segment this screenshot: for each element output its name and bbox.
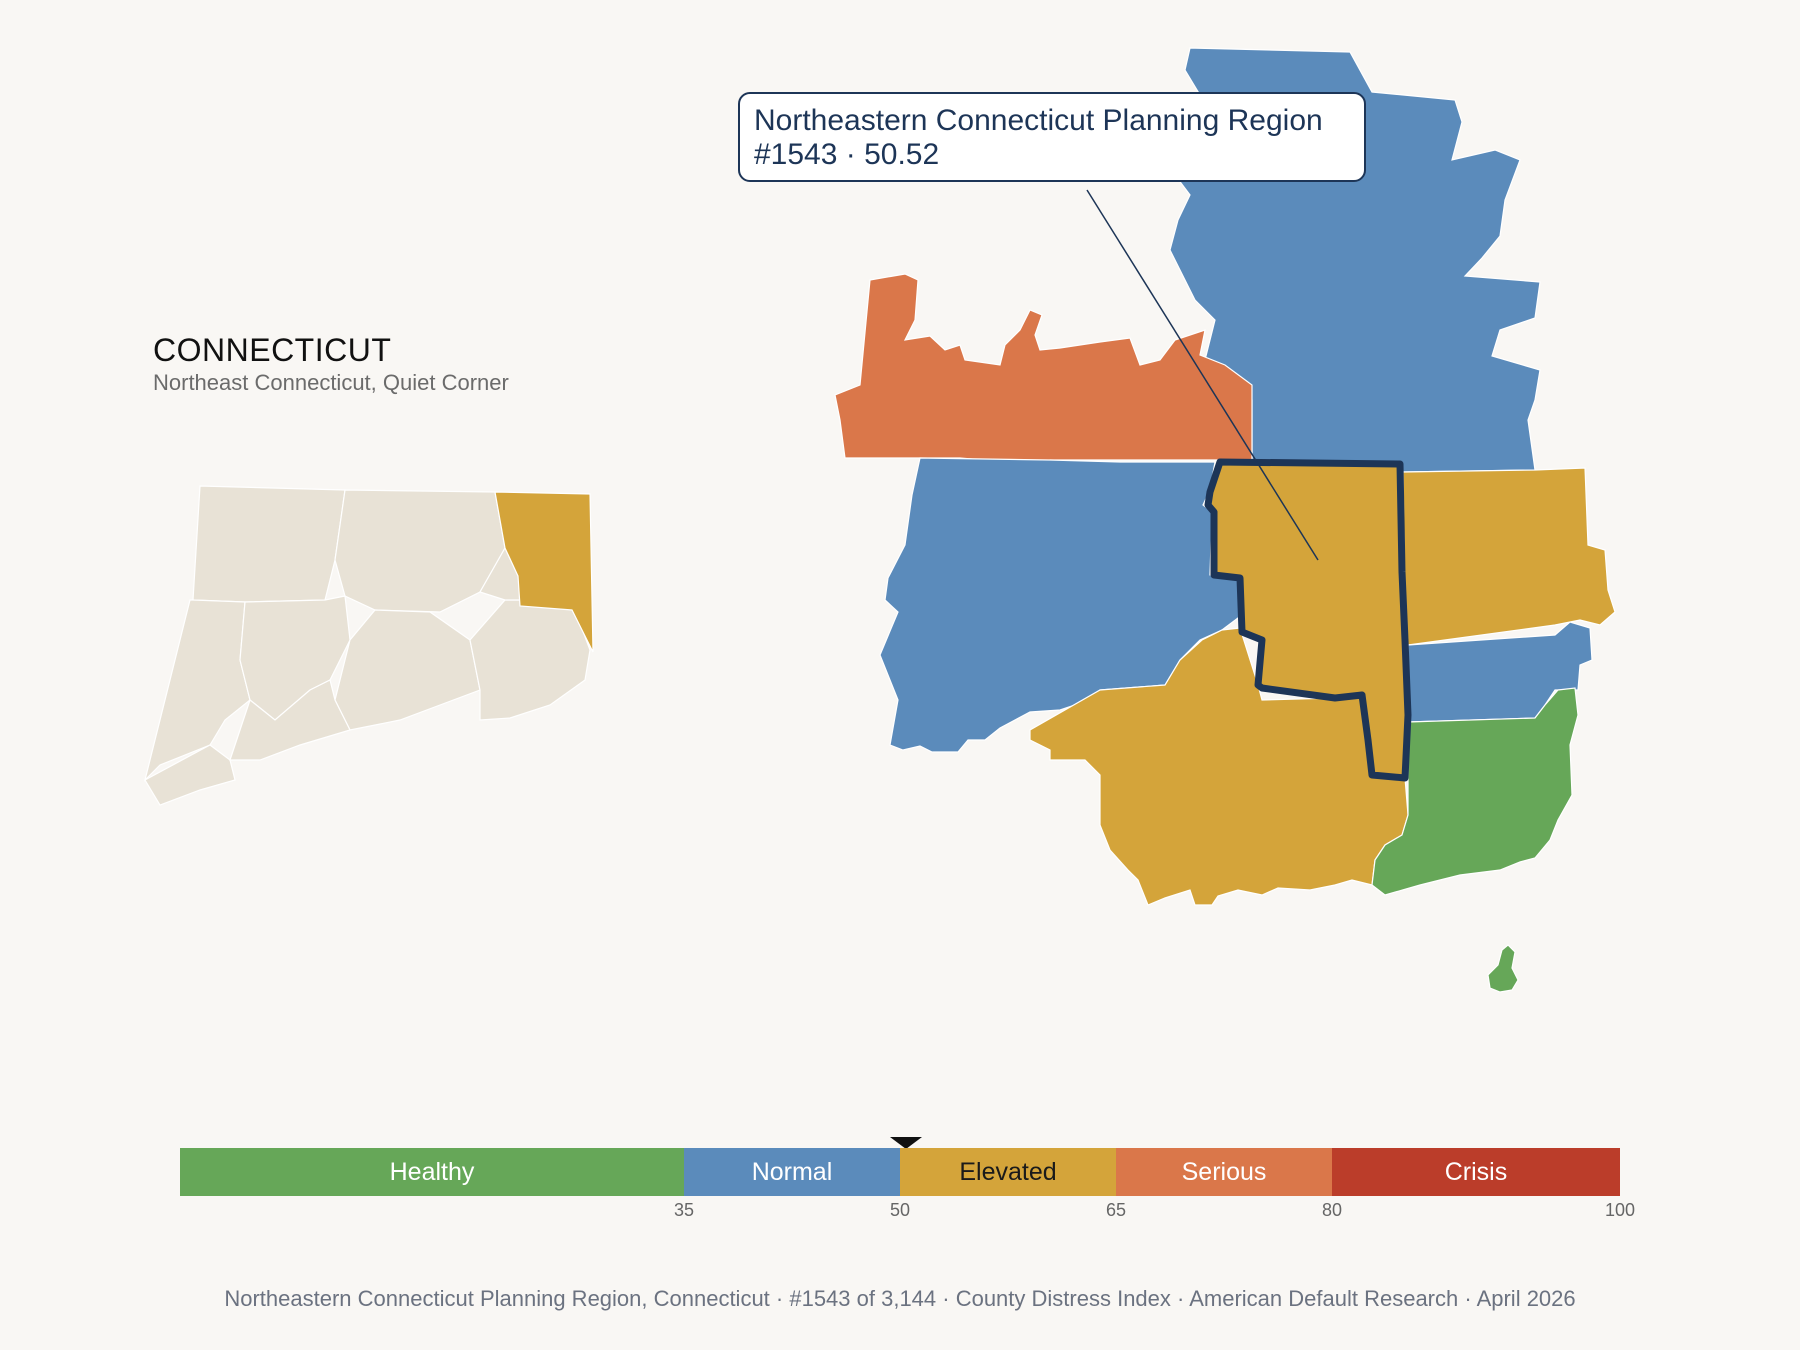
inset-county[interactable]: [229, 679, 351, 761]
score-marker: [890, 1137, 922, 1149]
legend-tick: 50: [889, 1200, 911, 1220]
legend-tick: 80: [1321, 1200, 1343, 1220]
state-subtitle: Northeast Connecticut, Quiet Corner: [153, 370, 509, 395]
legend-crisis-label: Crisis: [1444, 1157, 1508, 1186]
inset-county[interactable]: [334, 609, 481, 731]
legend-serious-label: Serious: [1181, 1157, 1267, 1186]
region-northwest-orange[interactable]: [834, 273, 1253, 466]
legend-healthy-label: Healthy: [389, 1157, 475, 1186]
legend-tick: 35: [673, 1200, 695, 1220]
legend-normal-label: Normal: [751, 1157, 833, 1186]
state-title: CONNECTICUT: [153, 332, 392, 368]
inset-county[interactable]: [192, 485, 346, 603]
inset-county[interactable]: [334, 489, 506, 613]
highlight-outline: [1204, 458, 1412, 782]
region-map: [834, 47, 1616, 993]
region-southeast-green[interactable]: [1371, 687, 1579, 896]
region-callout: Northeastern Connecticut Planning Region…: [738, 92, 1366, 182]
legend-tick: 65: [1105, 1200, 1127, 1220]
callout-region-name: Northeastern Connecticut Planning Region: [754, 104, 1323, 137]
callout-leader-line: [1086, 189, 1319, 561]
inset-county-highlighted[interactable]: [494, 491, 594, 653]
footer-source: Northeastern Connecticut Planning Region…: [224, 1286, 1576, 1311]
legend-normal: Normal: [684, 1148, 900, 1196]
distress-legend: Healthy Normal Elevated Serious Crisis: [180, 1148, 1620, 1196]
callout-rank-score: #1543 · 50.52: [754, 138, 940, 171]
legend-elevated-label: Elevated: [959, 1157, 1057, 1186]
island-green[interactable]: [1487, 944, 1519, 993]
inset-county[interactable]: [144, 744, 236, 806]
legend-healthy: Healthy: [180, 1148, 684, 1196]
legend-crisis: Crisis: [1332, 1148, 1620, 1196]
legend-tick: 100: [1604, 1200, 1636, 1220]
legend-serious: Serious: [1116, 1148, 1332, 1196]
region-south-gold[interactable]: [1029, 627, 1409, 906]
inset-state-map: [143, 485, 594, 806]
legend-elevated: Elevated: [900, 1148, 1116, 1196]
inset-county[interactable]: [469, 599, 591, 721]
region-east-gold[interactable]: [1402, 467, 1616, 646]
